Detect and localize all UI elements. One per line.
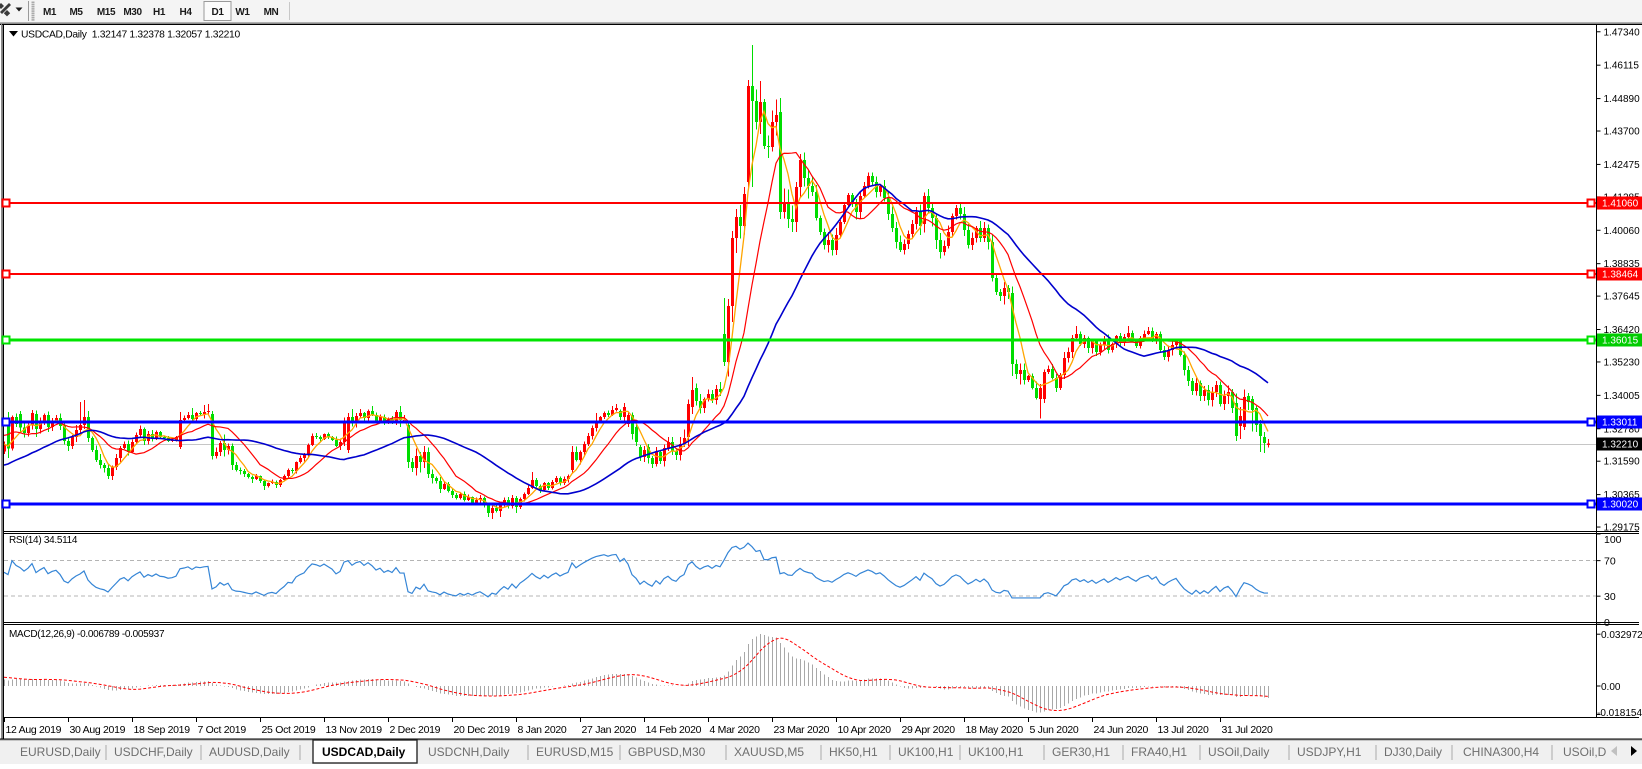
svg-text:1.36015: 1.36015 [1602, 336, 1639, 347]
svg-text:GBPUSD,M30: GBPUSD,M30 [628, 745, 706, 759]
svg-text:1.42475: 1.42475 [1604, 160, 1641, 171]
svg-text:1.33011: 1.33011 [1602, 418, 1638, 429]
svg-text:GER30,H1: GER30,H1 [1052, 745, 1110, 759]
svg-text:31 Jul 2020: 31 Jul 2020 [1222, 724, 1273, 736]
svg-text:13 Jul 2020: 13 Jul 2020 [1158, 724, 1209, 736]
svg-text:M15: M15 [97, 7, 116, 18]
svg-text:30 Aug 2019: 30 Aug 2019 [70, 724, 126, 736]
svg-text:0.00: 0.00 [1601, 682, 1621, 693]
svg-text:18 May 2020: 18 May 2020 [966, 724, 1024, 736]
svg-text:M30: M30 [123, 7, 142, 18]
svg-text:13 Nov 2019: 13 Nov 2019 [326, 724, 383, 736]
svg-text:24 Jun 2020: 24 Jun 2020 [1094, 724, 1149, 736]
svg-text:1.46115: 1.46115 [1604, 61, 1640, 72]
svg-text:1.40060: 1.40060 [1604, 226, 1641, 237]
svg-text:1.37645: 1.37645 [1604, 292, 1641, 303]
svg-text:USOil,Daily: USOil,Daily [1208, 745, 1269, 759]
svg-text:70: 70 [1604, 556, 1616, 568]
svg-text:25 Oct 2019: 25 Oct 2019 [262, 724, 316, 736]
svg-text:CHINA300,H4: CHINA300,H4 [1463, 745, 1539, 759]
svg-text:EURUSD,Daily: EURUSD,Daily [20, 745, 101, 759]
svg-text:0: 0 [1604, 617, 1610, 629]
svg-text:1.32780: 1.32780 [1604, 424, 1641, 435]
svg-text:10 Apr 2020: 10 Apr 2020 [838, 724, 892, 736]
svg-text:14 Feb 2020: 14 Feb 2020 [646, 724, 702, 736]
svg-text:1.31590: 1.31590 [1604, 457, 1641, 468]
svg-text:UK100,H1: UK100,H1 [968, 745, 1024, 759]
svg-text:1.30020: 1.30020 [1602, 500, 1639, 511]
svg-text:FRA40,H1: FRA40,H1 [1131, 745, 1187, 759]
svg-text:1.47340: 1.47340 [1604, 27, 1641, 38]
svg-text:USOil,D: USOil,D [1563, 745, 1607, 759]
svg-text:18 Sep 2019: 18 Sep 2019 [134, 724, 191, 736]
svg-text:12 Aug 2019: 12 Aug 2019 [6, 724, 62, 736]
svg-text:HK50,H1: HK50,H1 [829, 745, 878, 759]
svg-text:0.032972: 0.032972 [1601, 630, 1642, 641]
svg-text:1.35230: 1.35230 [1604, 357, 1641, 368]
svg-text:UK100,H1: UK100,H1 [898, 745, 954, 759]
svg-text:EURUSD,M15: EURUSD,M15 [536, 745, 614, 759]
svg-text:MN: MN [264, 7, 279, 18]
svg-text:H1: H1 [153, 7, 166, 18]
svg-text:M5: M5 [69, 7, 83, 18]
svg-text:W1: W1 [235, 7, 250, 18]
svg-text:23 Mar 2020: 23 Mar 2020 [774, 724, 830, 736]
svg-text:1.36420: 1.36420 [1604, 325, 1641, 336]
svg-text:USDCNH,Daily: USDCNH,Daily [428, 745, 509, 759]
svg-text:8 Jan 2020: 8 Jan 2020 [518, 724, 567, 736]
svg-text:USDCHF,Daily: USDCHF,Daily [114, 745, 193, 759]
svg-text:27 Jan 2020: 27 Jan 2020 [582, 724, 637, 736]
svg-text:4 Mar 2020: 4 Mar 2020 [710, 724, 761, 736]
svg-text:20 Dec 2019: 20 Dec 2019 [454, 724, 511, 736]
svg-text:30: 30 [1604, 591, 1616, 603]
svg-text:1.34005: 1.34005 [1604, 391, 1641, 402]
svg-text:1.38464: 1.38464 [1602, 270, 1639, 281]
svg-text:5 Jun 2020: 5 Jun 2020 [1030, 724, 1079, 736]
svg-text:2 Dec 2019: 2 Dec 2019 [390, 724, 441, 736]
svg-text:1.29175: 1.29175 [1604, 523, 1641, 534]
svg-text:100: 100 [1604, 534, 1622, 546]
svg-text:7 Oct 2019: 7 Oct 2019 [198, 724, 247, 736]
svg-text:29 Apr 2020: 29 Apr 2020 [902, 724, 956, 736]
svg-text:1.30365: 1.30365 [1604, 490, 1641, 501]
svg-text:DJ30,Daily: DJ30,Daily [1384, 745, 1442, 759]
svg-text:1.44890: 1.44890 [1604, 94, 1641, 105]
svg-text:USDJPY,H1: USDJPY,H1 [1297, 745, 1362, 759]
svg-text:D1: D1 [212, 7, 225, 18]
svg-text:1.32210: 1.32210 [1602, 440, 1639, 451]
svg-text:XAUUSD,M5: XAUUSD,M5 [734, 745, 804, 759]
svg-text:MACD(12,26,9) -0.006789 -0.005: MACD(12,26,9) -0.006789 -0.005937 [9, 629, 165, 640]
svg-text:USDCAD,Daily: USDCAD,Daily [322, 745, 406, 759]
svg-text:1.41060: 1.41060 [1602, 199, 1639, 210]
svg-text:USDCAD,Daily 1.32147 1.32378: USDCAD,Daily 1.32147 1.32378 1.32057 1.3… [21, 30, 240, 41]
svg-text:-0.018154: -0.018154 [1597, 708, 1642, 719]
svg-text:RSI(14) 34.5114: RSI(14) 34.5114 [9, 535, 78, 546]
svg-text:H4: H4 [180, 7, 193, 18]
svg-text:1.43700: 1.43700 [1604, 127, 1641, 138]
svg-text:1.38835: 1.38835 [1604, 259, 1641, 270]
svg-text:M1: M1 [43, 7, 57, 18]
svg-text:AUDUSD,Daily: AUDUSD,Daily [209, 745, 290, 759]
